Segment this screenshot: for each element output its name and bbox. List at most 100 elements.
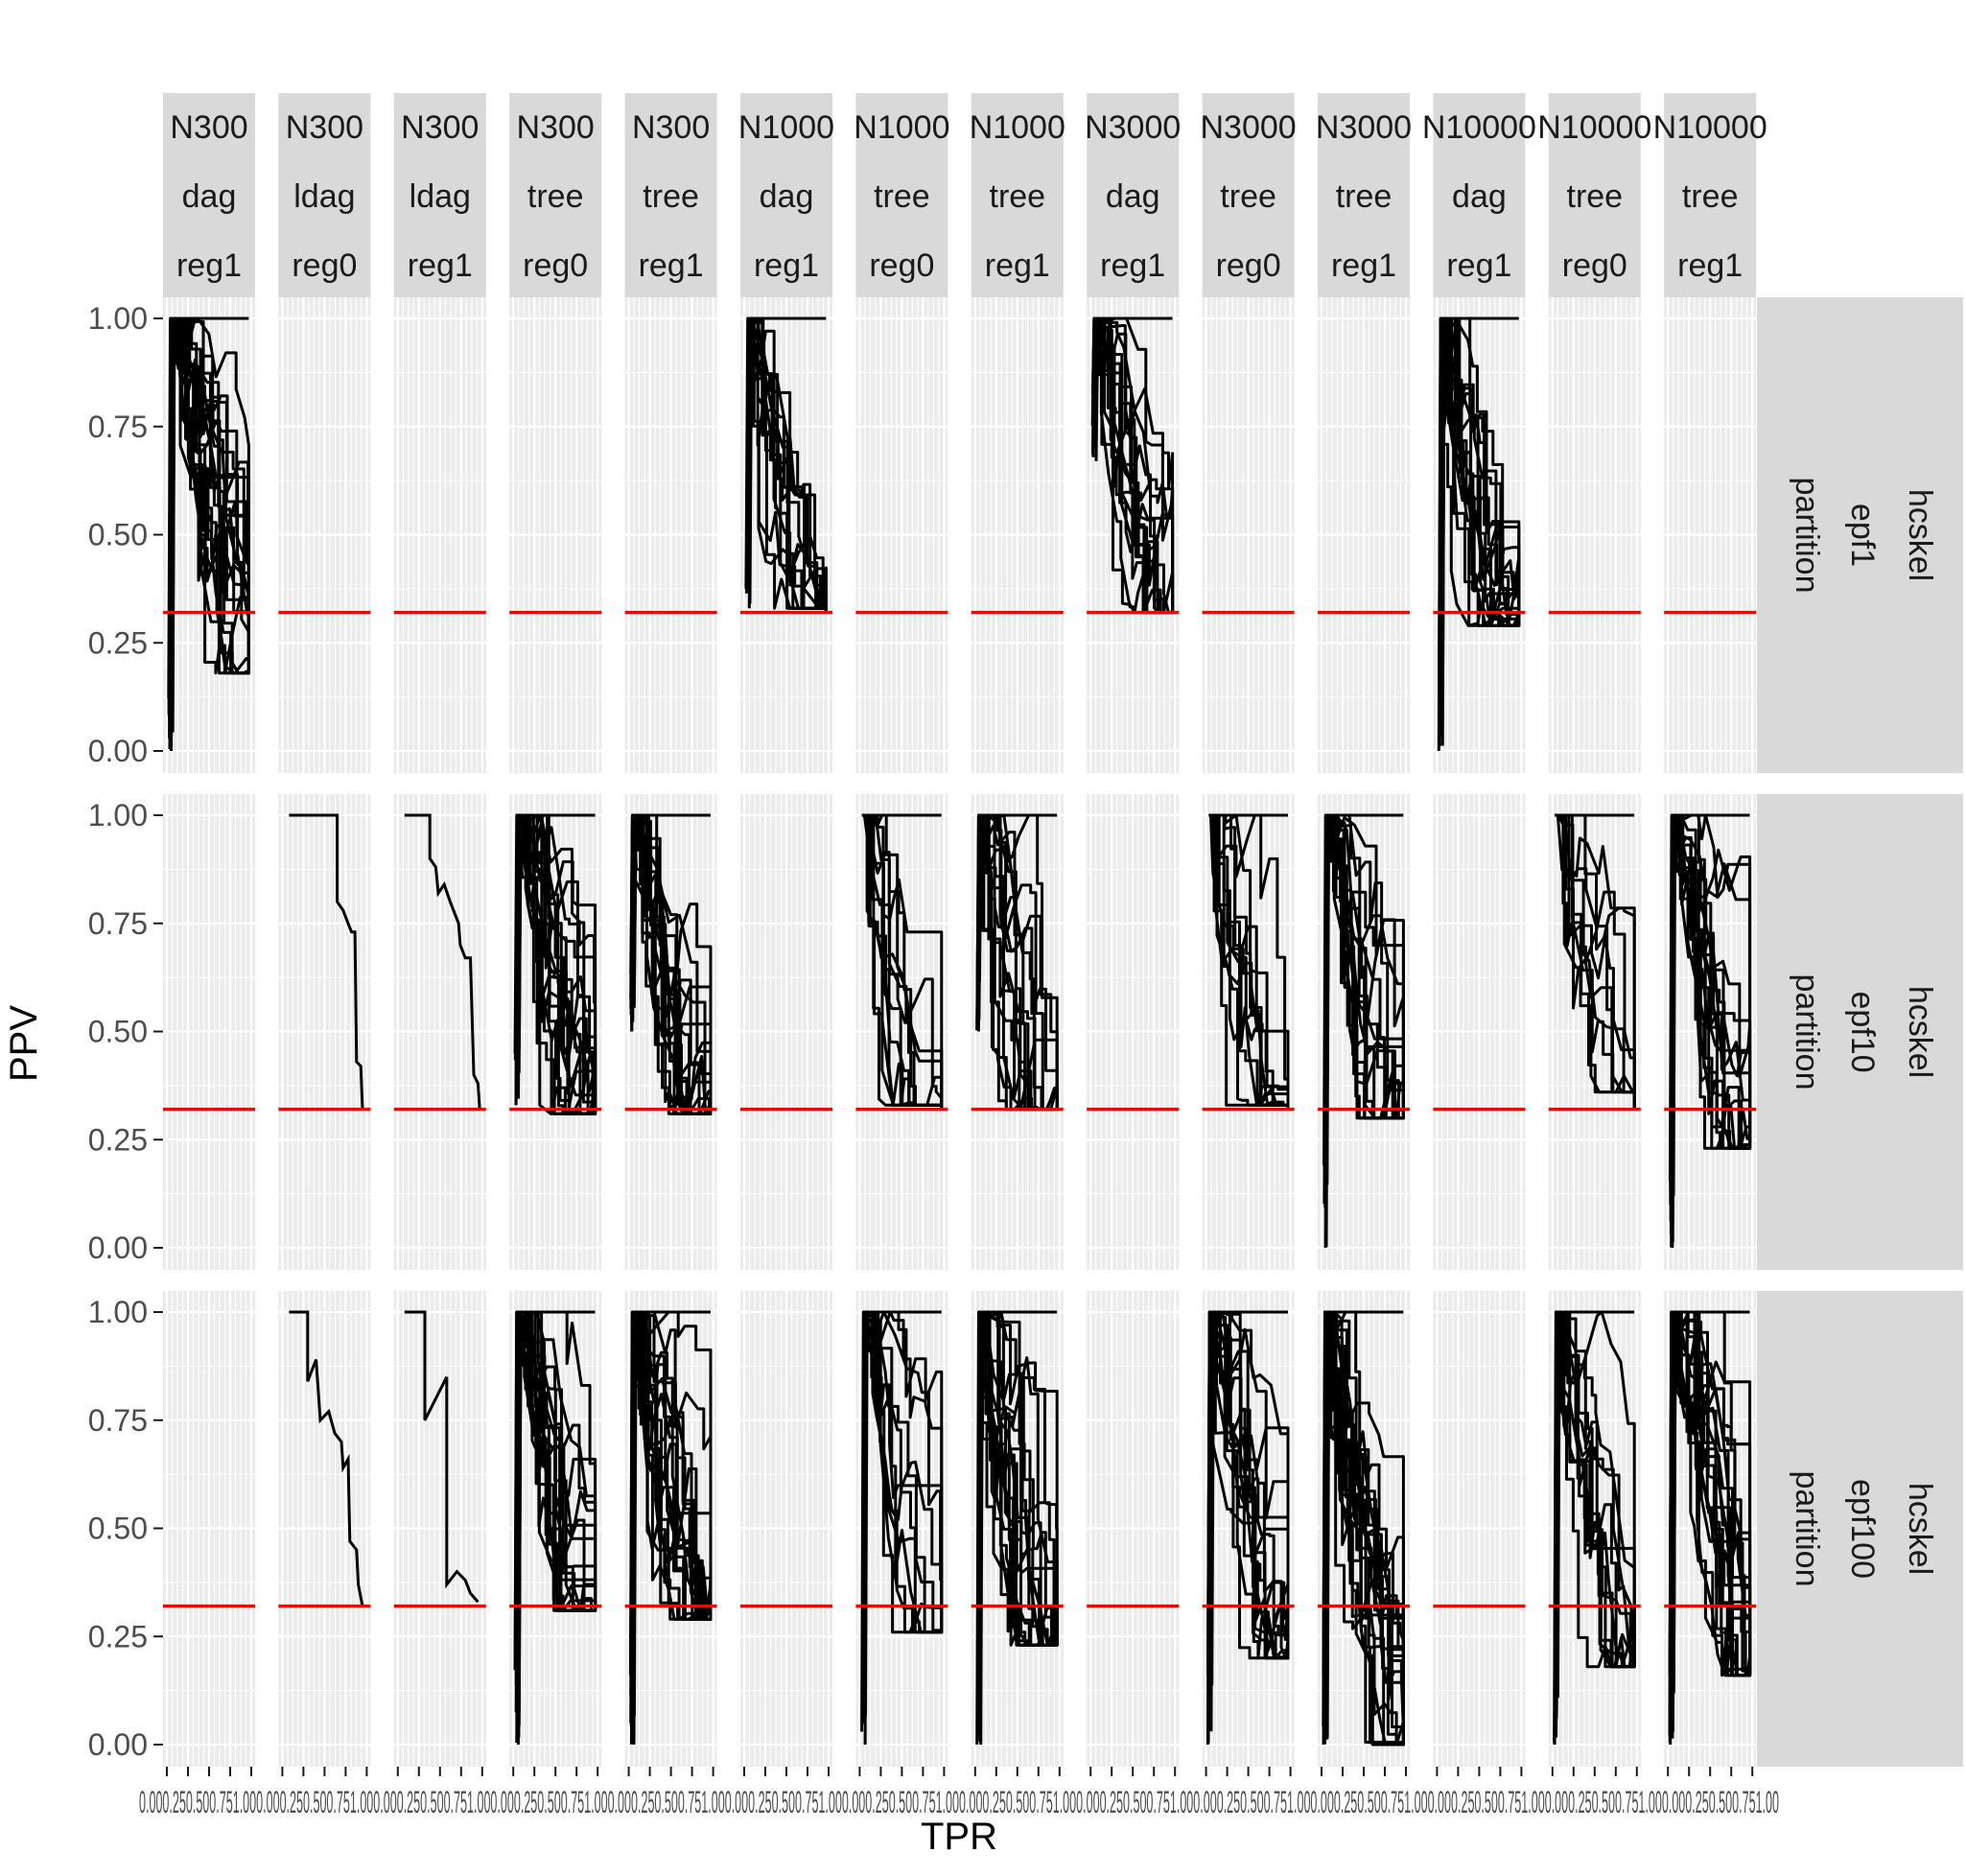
column-strip <box>624 93 717 297</box>
panel <box>624 794 717 1270</box>
panel <box>1433 297 1526 773</box>
panel <box>163 794 255 1270</box>
pr-curve <box>171 317 250 733</box>
pr-curve <box>861 1310 944 1664</box>
column-strip <box>855 93 948 297</box>
y-tick-label: 0.00 <box>88 734 148 768</box>
column-strip-label: reg0 <box>1216 247 1281 284</box>
column-strip-label: tree <box>1682 178 1739 215</box>
panel <box>971 297 1064 773</box>
y-tick-label: 1.00 <box>88 798 148 832</box>
pr-curve <box>168 317 250 742</box>
row-strip-label: hcskel <box>1902 986 1938 1078</box>
column-strip <box>1433 93 1526 297</box>
pr-curve <box>516 813 597 1115</box>
pr-curve <box>1092 317 1173 615</box>
column-strip <box>1548 93 1641 297</box>
x-tick-labels: 0.000.250.500.751.000.000.250.500.751.00… <box>139 1785 1779 1819</box>
panel <box>624 297 717 773</box>
pr-curve <box>1553 1310 1636 1746</box>
column-strip <box>1318 93 1410 297</box>
column-strip-label: N10000 <box>1422 109 1536 146</box>
pr-curve <box>748 317 828 613</box>
pr-curve <box>1322 1310 1405 1712</box>
column-strip-label: N300 <box>170 109 247 146</box>
column-strip <box>1087 93 1180 297</box>
column-strip-label: reg1 <box>408 247 473 284</box>
panel <box>1202 297 1295 773</box>
column-strip-label: reg1 <box>1331 247 1396 284</box>
panel <box>163 297 255 773</box>
pr-curve <box>745 317 828 613</box>
column-strip-label: N3000 <box>1200 109 1296 146</box>
panel <box>1664 794 1757 1270</box>
pr-curve <box>1091 317 1173 615</box>
panel <box>509 297 602 773</box>
column-strip-label: tree <box>874 178 930 215</box>
panel <box>1202 794 1295 1270</box>
column-strip-label: reg0 <box>523 247 588 284</box>
column-strip-label: reg1 <box>1677 247 1743 284</box>
column-strip-label: reg0 <box>292 247 357 284</box>
pr-curve <box>862 813 944 1110</box>
panels <box>163 297 1757 1767</box>
pr-curve <box>1323 813 1405 1176</box>
y-tick-label: 0.50 <box>88 1015 148 1049</box>
row-strip <box>1757 794 1963 1270</box>
panel <box>1548 297 1641 773</box>
pr-curve <box>630 813 713 1115</box>
y-axis: 0.00 0.25 0.50 0.75 1.00 0.00 0.25 0.50 0.75 1.00… <box>88 301 163 1762</box>
pr-curve <box>171 317 250 723</box>
pr-curve <box>1322 1310 1405 1719</box>
panel <box>1433 794 1526 1270</box>
pr-curve <box>629 813 713 1110</box>
pr-curve <box>1090 317 1175 613</box>
column-strip <box>393 93 486 297</box>
y-tick-label: 0.75 <box>88 906 148 941</box>
column-strips: N300 dag reg1 N300 ldag reg0 N300 ldag reg1 N300 t… <box>163 93 1767 297</box>
row-strips: hcskel epf1 partition hcskel epf10 partition h… <box>1757 297 1963 1767</box>
row-strip-label: epf1 <box>1844 504 1881 567</box>
pr-curve <box>1671 813 1752 1208</box>
pr-curve <box>515 1310 597 1744</box>
row-strip-label: epf10 <box>1844 991 1881 1072</box>
column-strip-label: reg1 <box>754 247 819 284</box>
column-strip-label: N1000 <box>738 109 834 146</box>
column-strip <box>1202 93 1295 297</box>
column-strip-label: dag <box>182 178 237 215</box>
pr-curve <box>1322 1310 1405 1674</box>
panel <box>971 794 1064 1270</box>
column-strip-label: N10000 <box>1653 109 1767 146</box>
pr-curve <box>1671 813 1752 1222</box>
panel <box>1548 794 1641 1270</box>
row-strip-label: epf100 <box>1844 1479 1881 1579</box>
column-strip-label: tree <box>1567 178 1624 215</box>
panel <box>1548 1291 1641 1767</box>
column-strip-label: tree <box>527 178 584 215</box>
y-tick-label: 0.50 <box>88 518 148 552</box>
pr-curve <box>1325 1310 1405 1702</box>
column-strip <box>163 93 255 297</box>
panel <box>1318 794 1410 1270</box>
panel <box>509 1291 602 1767</box>
column-strip <box>509 93 602 297</box>
pr-curve <box>289 1310 364 1606</box>
pr-curve <box>1670 813 1752 1210</box>
column-strip-label: N1000 <box>970 109 1065 146</box>
row-strip-label: hcskel <box>1902 1483 1938 1575</box>
panel <box>509 794 602 1270</box>
pr-curve <box>976 813 1058 1112</box>
column-strip-label: reg0 <box>1562 247 1627 284</box>
panel <box>624 1291 717 1767</box>
x-axis-title: TPR <box>921 1816 997 1858</box>
panel <box>1318 1291 1410 1767</box>
pr-curve <box>744 317 828 613</box>
y-tick-label: 0.25 <box>88 1122 148 1157</box>
panel <box>278 297 371 773</box>
pr-curve <box>1211 813 1290 1110</box>
panel <box>971 1291 1064 1767</box>
column-strip-label: N300 <box>517 109 595 146</box>
panel <box>278 1291 371 1767</box>
panel <box>1318 297 1410 773</box>
column-strip-label: N300 <box>632 109 710 146</box>
